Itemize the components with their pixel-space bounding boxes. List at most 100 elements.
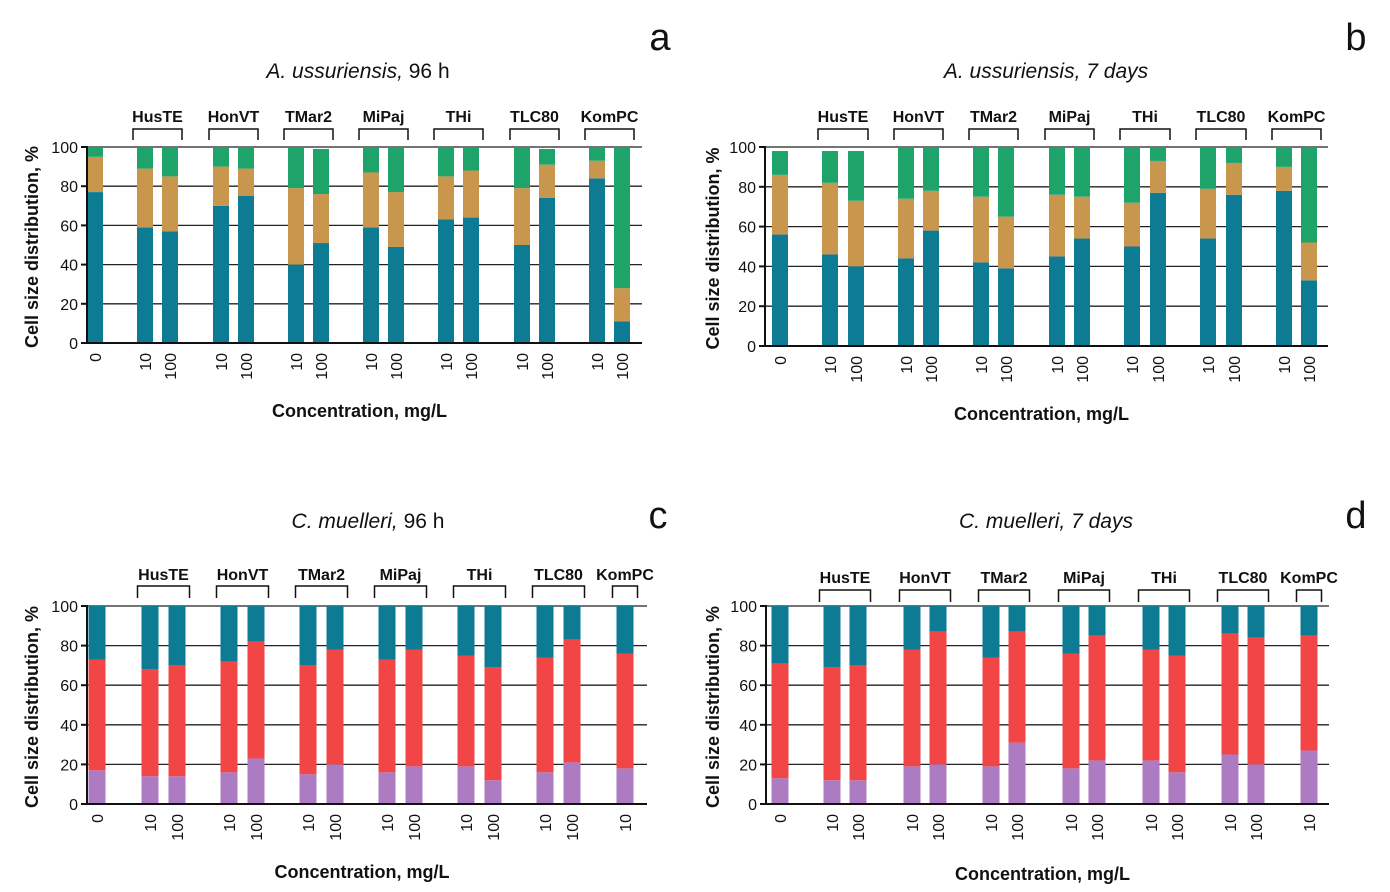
bar-segment bbox=[1008, 631, 1026, 743]
group-bracket bbox=[898, 589, 952, 602]
x-tick-label: 100 bbox=[1170, 814, 1187, 841]
bar-segment bbox=[898, 258, 914, 346]
bar-segment bbox=[973, 196, 989, 263]
bar-segment bbox=[484, 667, 502, 781]
group-bracket bbox=[968, 128, 1019, 140]
bar-segment bbox=[982, 606, 1000, 658]
bar-segment bbox=[849, 606, 867, 666]
group-bracket bbox=[818, 589, 872, 602]
bar-segment bbox=[1200, 238, 1216, 346]
y-tick-label: 80 bbox=[60, 639, 78, 656]
x-tick-label: 100 bbox=[464, 353, 481, 380]
bar-segment bbox=[220, 661, 238, 773]
bar-segment bbox=[1150, 160, 1166, 193]
x-tick-label: 100 bbox=[170, 814, 187, 841]
group-bracket bbox=[584, 128, 635, 140]
x-tick-label: 100 bbox=[615, 353, 632, 380]
bar-segment bbox=[929, 631, 947, 765]
x-tick-label: 100 bbox=[924, 356, 941, 383]
group-bracket bbox=[294, 585, 349, 598]
bar-segment bbox=[923, 190, 939, 231]
group-bracket bbox=[1057, 589, 1111, 602]
group-label: TMar2 bbox=[980, 570, 1027, 587]
bar-segment bbox=[1276, 190, 1292, 346]
group-label: HonVT bbox=[208, 109, 260, 126]
bar-segment bbox=[823, 606, 841, 668]
bar-segment bbox=[238, 168, 254, 196]
bar-segment bbox=[536, 772, 554, 804]
group-label: THi bbox=[446, 109, 472, 126]
y-tick-label: 60 bbox=[739, 678, 757, 695]
group-label: MiPaj bbox=[380, 567, 422, 584]
x-tick-label: 10 bbox=[214, 353, 231, 371]
x-tick-label: 100 bbox=[239, 353, 256, 380]
bar-segment bbox=[463, 217, 479, 343]
x-tick-label: 10 bbox=[899, 356, 916, 374]
group-bracket bbox=[215, 585, 270, 598]
bar-segment bbox=[363, 172, 379, 228]
x-tick-label: 10 bbox=[984, 814, 1001, 832]
bar-segment bbox=[898, 198, 914, 259]
bar-segment bbox=[378, 659, 396, 773]
group-bracket bbox=[132, 128, 183, 140]
x-tick-label: 100 bbox=[314, 353, 331, 380]
bar-segment bbox=[1168, 655, 1186, 773]
chart-title: C. muelleri, 7 days bbox=[959, 510, 1133, 533]
group-bracket bbox=[452, 585, 507, 598]
y-axis-label: Cell size distribution, % bbox=[22, 146, 42, 348]
bar-segment bbox=[88, 606, 106, 660]
bar-segment bbox=[213, 205, 229, 343]
x-tick-label: 100 bbox=[1302, 356, 1319, 383]
panel-letter: d bbox=[1345, 495, 1366, 537]
chart-title: A. ussuriensis, 7 days bbox=[942, 60, 1149, 83]
bar-segment bbox=[1008, 606, 1026, 632]
bar-segment bbox=[772, 150, 788, 175]
group-label: TLC80 bbox=[1197, 109, 1246, 126]
y-tick-label: 40 bbox=[739, 718, 757, 735]
bar-segment bbox=[1200, 188, 1216, 239]
bar-segment bbox=[849, 665, 867, 781]
bar-segment bbox=[288, 264, 304, 343]
bar-segment bbox=[457, 655, 475, 767]
x-tick-label: 10 bbox=[380, 814, 397, 832]
panel-c: C. muelleri, 96 h c 0 20 40 60 80 100 0 10 100 HusT… bbox=[22, 495, 668, 882]
x-tick-label: 10 bbox=[301, 814, 318, 832]
group-label: MiPaj bbox=[1049, 109, 1091, 126]
y-tick-label: 20 bbox=[739, 757, 757, 774]
bar-segment bbox=[614, 288, 630, 322]
bar-segment bbox=[1301, 147, 1317, 243]
bar-segment bbox=[1142, 606, 1160, 650]
group-label: TMar2 bbox=[285, 109, 332, 126]
bar-segment bbox=[247, 758, 265, 804]
x-tick-label: 10 bbox=[590, 353, 607, 371]
bar-segment bbox=[457, 606, 475, 656]
bar-segment bbox=[313, 243, 329, 343]
bar-segment bbox=[1226, 194, 1242, 346]
bar-segment bbox=[299, 774, 317, 804]
bar-segment bbox=[141, 606, 159, 670]
x-tick-label: 0 bbox=[773, 356, 790, 365]
bar-segment bbox=[1074, 147, 1090, 197]
x-tick-label: 10 bbox=[538, 814, 555, 832]
bar-segment bbox=[1049, 256, 1065, 346]
bar-segment bbox=[1168, 606, 1186, 656]
panel-letter: c bbox=[649, 495, 668, 537]
group-label: KomPC bbox=[596, 567, 654, 584]
bar-segment bbox=[539, 197, 555, 343]
group-label: HonVT bbox=[217, 567, 269, 584]
panel-letter: a bbox=[649, 17, 671, 59]
x-tick-label: 10 bbox=[289, 353, 306, 371]
group-bracket bbox=[1137, 589, 1191, 602]
bar-segment bbox=[299, 665, 317, 775]
bar-segment bbox=[1168, 772, 1186, 804]
x-tick-label: 100 bbox=[999, 356, 1016, 383]
bar-segment bbox=[326, 649, 344, 765]
x-tick-label: 10 bbox=[1223, 814, 1240, 832]
bar-segment bbox=[1074, 238, 1090, 346]
x-axis-label: Concentration, mg/L bbox=[275, 862, 450, 882]
chart-title-italic: A. ussuriensis, 7 days bbox=[942, 60, 1149, 83]
bar-segment bbox=[247, 606, 265, 642]
bar-segment bbox=[162, 231, 178, 343]
bar-segment bbox=[1300, 750, 1318, 804]
